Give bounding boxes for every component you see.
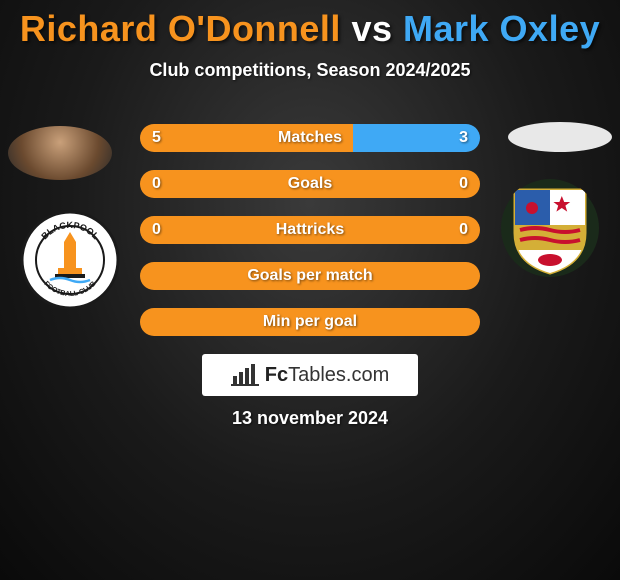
logo-text: FcTables.com xyxy=(265,364,390,387)
stat-value-right: 0 xyxy=(447,170,480,198)
date-text: 13 november 2024 xyxy=(0,408,620,429)
stat-label: Goals xyxy=(140,170,480,198)
player1-name: Richard O'Donnell xyxy=(20,8,341,49)
stat-value-left: 5 xyxy=(140,124,173,152)
stat-row: Goals0 0 xyxy=(140,170,480,198)
fctables-logo: FcTables.com xyxy=(202,354,418,396)
stat-row: Min per goal xyxy=(140,308,480,336)
stat-value-right: 3 xyxy=(447,124,480,152)
stat-value-right: 0 xyxy=(447,216,480,244)
stat-row: Goals per match xyxy=(140,262,480,290)
player2-club-badge xyxy=(500,178,600,278)
logo-prefix: Fc xyxy=(265,364,288,386)
stat-label: Matches xyxy=(140,124,480,152)
stat-row: Hattricks0 0 xyxy=(140,216,480,244)
stat-label: Hattricks xyxy=(140,216,480,244)
player2-name: Mark Oxley xyxy=(403,8,600,49)
stat-label: Min per goal xyxy=(140,308,480,336)
player2-avatar xyxy=(508,122,612,152)
vs-text: vs xyxy=(351,8,392,49)
stat-bars-container: Matches53Goals00Hattricks00Goals per mat… xyxy=(140,124,480,354)
player1-avatar xyxy=(8,126,112,180)
subtitle: Club competitions, Season 2024/2025 xyxy=(0,60,620,81)
bar-chart-icon xyxy=(231,364,259,386)
stat-row: Matches5 3 xyxy=(140,124,480,152)
stat-value-left: 0 xyxy=(140,216,173,244)
page-title: Richard O'Donnell vs Mark Oxley xyxy=(0,0,620,50)
stat-value-left: 0 xyxy=(140,170,173,198)
stat-label: Goals per match xyxy=(140,262,480,290)
player1-club-badge: BLACKPOOL FOOTBALL CLUB xyxy=(20,210,120,310)
logo-suffix: Tables.com xyxy=(288,364,389,386)
